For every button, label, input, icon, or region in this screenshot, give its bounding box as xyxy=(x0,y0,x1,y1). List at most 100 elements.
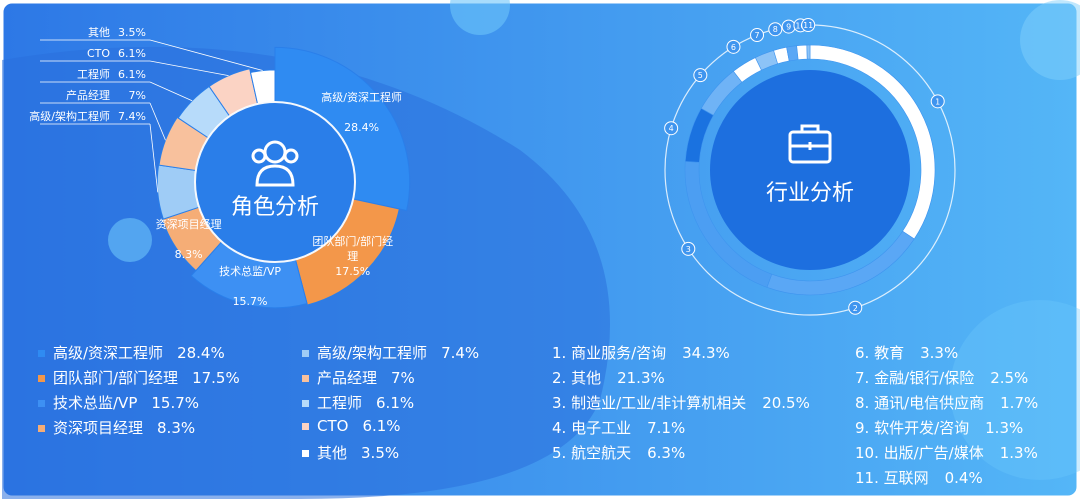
legend-swatch xyxy=(38,425,45,432)
legend-label: 产品经理 xyxy=(317,369,378,387)
legend-item: 1. 商业服务/咨询 34.3% xyxy=(552,342,730,363)
slice-value: 8.3% xyxy=(174,247,203,261)
leader-line xyxy=(149,39,263,71)
ring-marker-label: 2 xyxy=(853,304,858,313)
legend-label: 团队部门/部门经理 xyxy=(53,369,179,387)
ring-marker-label: 1 xyxy=(935,97,940,106)
legend-label: 5. 航空航天 xyxy=(552,444,632,462)
ring-marker xyxy=(768,22,783,37)
slice-value: 6.1% xyxy=(118,68,146,81)
decor xyxy=(450,0,510,35)
pie-title: 角色分析 xyxy=(231,195,319,220)
legend-value: 17.5% xyxy=(192,369,240,387)
ring-marker xyxy=(664,121,679,136)
legend-value: 28.4% xyxy=(177,344,225,362)
legend-value: 1.7% xyxy=(1000,394,1039,412)
ring-marker-label: 4 xyxy=(669,124,674,133)
leader-line xyxy=(149,81,193,102)
ring-marker xyxy=(750,28,765,43)
slice-label: 其他 xyxy=(88,26,110,39)
legend-label: 9. 软件开发/咨询 xyxy=(855,419,970,437)
ring-marker-label: 10 xyxy=(795,21,805,30)
legend-label: 10. 出版/广告/媒体 xyxy=(855,444,984,462)
legend-swatch xyxy=(38,375,45,382)
legend-swatch xyxy=(38,400,45,407)
ring-segment xyxy=(806,44,811,60)
legend-value: 7% xyxy=(391,369,415,387)
leader-line xyxy=(149,60,229,77)
legend-label: 工程师 xyxy=(317,394,363,412)
legend-value: 34.3% xyxy=(682,344,730,362)
legend-item: 4. 电子工业 7.1% xyxy=(552,417,685,438)
slice-label: 产品经理 xyxy=(66,88,110,102)
legend-value: 1.3% xyxy=(985,419,1024,437)
slice-label: 高级/架构工程师 xyxy=(29,109,110,123)
legend-item: 8. 通讯/电信供应商 1.7% xyxy=(855,392,1038,413)
legend-label: 2. 其他 xyxy=(552,369,602,387)
legend-label: 资深项目经理 xyxy=(53,419,144,437)
legend-label: 7. 金融/银行/保险 xyxy=(855,369,975,387)
ring-marker xyxy=(681,241,696,256)
legend-item: 10. 出版/广告/媒体 1.3% xyxy=(855,442,1038,463)
legend-value: 8.3% xyxy=(157,419,196,437)
legend-value: 20.5% xyxy=(762,394,810,412)
ring-marker-label: 7 xyxy=(754,31,759,40)
legend-label: 8. 通讯/电信供应商 xyxy=(855,394,985,412)
legend-swatch xyxy=(302,423,309,430)
legend-label: 高级/架构工程师 xyxy=(317,344,428,362)
slice-value: 6.1% xyxy=(118,47,146,60)
person-icon xyxy=(251,140,299,187)
legend-swatch xyxy=(38,350,45,357)
ring-marker-label: 9 xyxy=(786,23,791,32)
legend-label: 4. 电子工业 xyxy=(552,419,632,437)
slice-value: 17.5% xyxy=(335,265,371,279)
legend-item: 资深项目经理 8.3% xyxy=(38,417,195,438)
legend-item: 3. 制造业/工业/非计算机相关 20.5% xyxy=(552,392,810,413)
legend-item: 9. 软件开发/咨询 1.3% xyxy=(855,417,1023,438)
ring-title: 行业分析 xyxy=(766,181,854,206)
leader-line xyxy=(149,123,159,193)
legend-item: 团队部门/部门经理 17.5% xyxy=(38,367,240,388)
ring-marker-label: 5 xyxy=(698,71,703,80)
ring-marker xyxy=(801,18,816,33)
legend-label: 其他 xyxy=(317,444,348,462)
legend-value: 1.3% xyxy=(999,444,1038,462)
slice-value: 15.7% xyxy=(232,294,268,308)
slice-value: 7% xyxy=(129,89,146,102)
briefcase-icon xyxy=(788,124,832,164)
legend-swatch xyxy=(302,375,309,382)
legend-value: 0.4% xyxy=(944,469,983,487)
legend-item: CTO 6.1% xyxy=(302,417,401,435)
decor xyxy=(108,218,152,262)
ring-marker-label: 11 xyxy=(803,21,813,30)
slice-label: 团队部门/部门经理 xyxy=(312,235,394,264)
legend-label: CTO xyxy=(317,417,349,435)
ring-marker xyxy=(848,300,863,315)
legend-value: 21.3% xyxy=(617,369,665,387)
legend-item: 7. 金融/银行/保险 2.5% xyxy=(855,367,1028,388)
legend-label: 6. 教育 xyxy=(855,344,905,362)
legend-item: 其他 3.5% xyxy=(302,442,399,463)
legend-value: 6.1% xyxy=(362,417,401,435)
legend-label: 3. 制造业/工业/非计算机相关 xyxy=(552,394,747,412)
slice-label: 技术总监/VP xyxy=(219,264,281,278)
legend-item: 技术总监/VP 15.7% xyxy=(38,392,199,413)
ring-marker xyxy=(930,94,945,109)
ring-marker xyxy=(693,68,708,83)
ring-center xyxy=(710,70,910,270)
slice-value: 7.4% xyxy=(118,110,146,123)
legend-swatch xyxy=(302,450,309,457)
ring-marker-label: 8 xyxy=(773,25,778,34)
slice-label: 工程师 xyxy=(77,68,110,81)
slice-label: 资深项目经理 xyxy=(155,217,222,231)
legend-value: 3.5% xyxy=(361,444,400,462)
legend-item: 高级/架构工程师 7.4% xyxy=(302,342,479,363)
legend-value: 6.3% xyxy=(647,444,686,462)
legend-item: 6. 教育 3.3% xyxy=(855,342,958,363)
legend-label: 技术总监/VP xyxy=(53,394,138,412)
legend-item: 高级/资深工程师 28.4% xyxy=(38,342,225,363)
slice-value: 3.5% xyxy=(118,26,146,39)
decor xyxy=(950,300,1080,480)
